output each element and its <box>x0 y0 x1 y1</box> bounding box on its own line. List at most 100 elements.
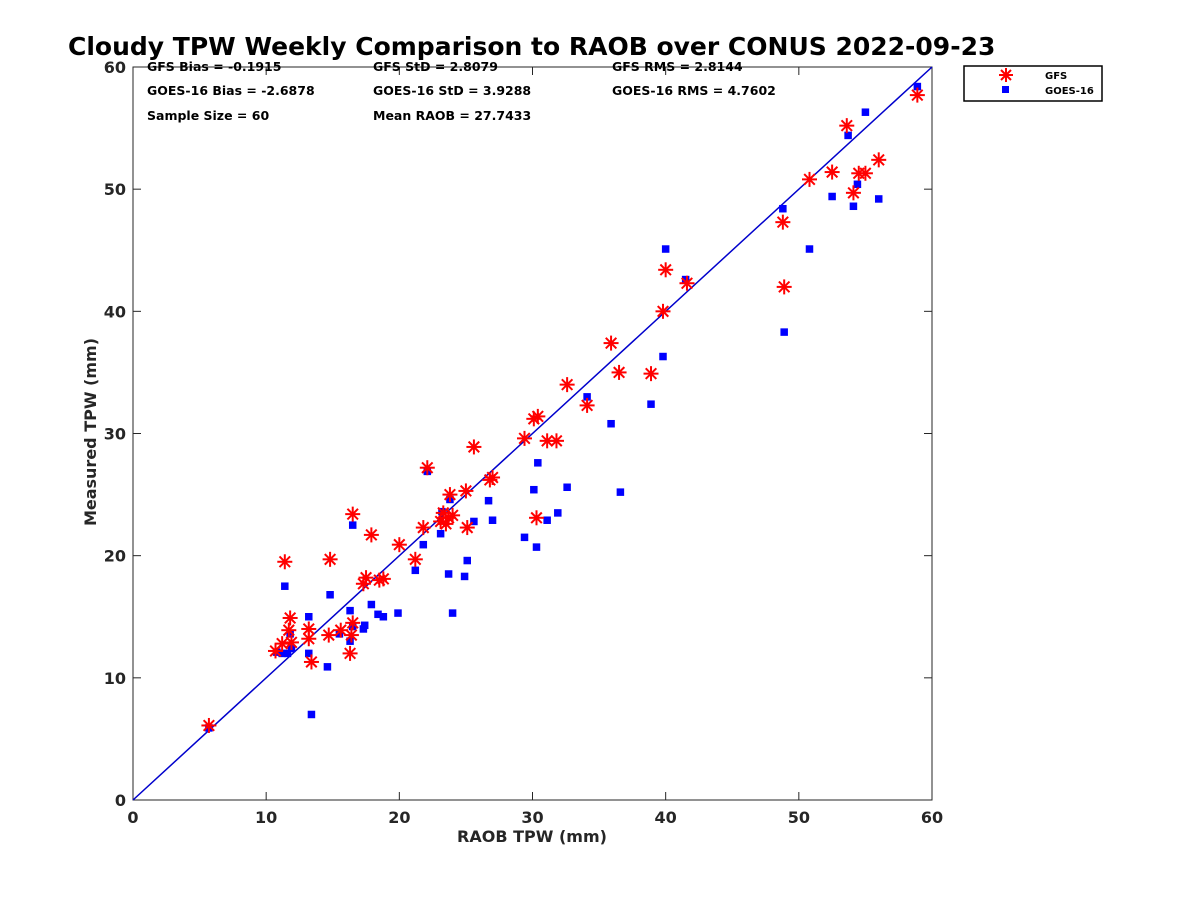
y-tick-label: 50 <box>104 180 126 199</box>
x-axis-label: RAOB TPW (mm) <box>457 827 607 846</box>
goes-16-point <box>463 556 471 565</box>
goes-16-point <box>281 582 289 590</box>
goes-16-point <box>828 192 836 201</box>
gfs-point <box>281 622 297 638</box>
goes-16-point <box>779 204 787 213</box>
legend-gfs-marker <box>999 68 1013 82</box>
goes-16-point <box>543 516 551 524</box>
stat-goes16-rms: GOES-16 RMS = 4.7602 <box>612 83 776 98</box>
gfs-point <box>358 570 374 586</box>
gfs-point <box>407 551 423 567</box>
gfs-point <box>321 627 337 643</box>
gfs-point <box>548 433 564 449</box>
gfs-point <box>611 364 627 380</box>
gfs-point <box>871 152 887 168</box>
gfs-point <box>355 576 371 592</box>
gfs-point <box>517 430 533 446</box>
y-tick-label: 0 <box>115 791 126 810</box>
goes-16-point <box>278 649 286 658</box>
gfs-point <box>857 165 873 181</box>
y-tick-label: 10 <box>104 669 126 688</box>
stat-gfs-rms: GFS RMS = 2.8144 <box>612 59 743 74</box>
goes-16-point <box>470 517 478 526</box>
gfs-point <box>419 460 435 476</box>
gfs-point <box>643 366 659 382</box>
goes-16-point <box>367 600 376 609</box>
gfs-point <box>345 506 361 522</box>
goes-16-point <box>283 649 292 658</box>
gfs-point <box>824 164 840 180</box>
goes-16-point <box>346 606 354 615</box>
goes-16-point <box>534 459 542 467</box>
goes-16-point <box>583 393 591 401</box>
gfs-point <box>301 621 317 637</box>
goes-16-point <box>348 521 357 529</box>
goes-16-point <box>563 483 571 492</box>
goes-16-point <box>532 543 541 551</box>
goes-16-point <box>659 352 667 361</box>
stat-mean-raob: Mean RAOB = 27.7433 <box>373 108 531 123</box>
gfs-point <box>277 554 293 570</box>
gfs-point <box>375 571 391 587</box>
gfs-point <box>603 335 619 351</box>
legend: GFS GOES-16 <box>963 65 1103 102</box>
gfs-point <box>445 507 461 523</box>
legend-gfs-label: GFS <box>1045 71 1067 82</box>
gfs-point <box>442 487 458 503</box>
goes-16-point <box>913 82 922 91</box>
gfs-point <box>658 262 674 278</box>
gfs-point <box>775 214 791 230</box>
gfs-point <box>363 527 379 543</box>
goes-16-point <box>681 275 690 284</box>
goes-16-point <box>374 610 382 619</box>
gfs-point <box>438 516 454 532</box>
goes-16-point <box>305 613 313 621</box>
goes-16-point <box>394 609 402 617</box>
stat-sample-size: Sample Size = 60 <box>147 108 269 123</box>
goes-16-point <box>335 630 344 638</box>
gfs-point <box>201 717 217 733</box>
gfs-series <box>201 87 925 733</box>
gfs-point <box>282 610 298 626</box>
chart-title: Cloudy TPW Weekly Comparison to RAOB ove… <box>68 32 995 61</box>
gfs-point <box>283 634 299 650</box>
gfs-point <box>839 118 855 134</box>
goes-16-point <box>849 202 858 211</box>
goes-16-point <box>360 621 369 630</box>
goes-16-point <box>411 566 420 575</box>
x-tick-label: 20 <box>388 808 410 827</box>
gfs-point <box>909 87 925 103</box>
gfs-point <box>528 510 544 526</box>
y-tick-label: 60 <box>104 58 126 77</box>
x-tick-label: 10 <box>255 808 277 827</box>
gfs-point <box>679 275 695 291</box>
one-to-one-line-layer <box>132 66 933 801</box>
axis-tick-labels: 0 10 20 30 40 50 60 0 10 20 30 40 50 60 <box>104 58 943 827</box>
gfs-point <box>466 439 482 455</box>
legend-box <box>963 65 1103 102</box>
gfs-point <box>559 377 575 393</box>
y-axis-label: Measured TPW (mm) <box>81 338 100 526</box>
goes-16-point <box>853 180 862 189</box>
goes-16-point <box>874 195 883 203</box>
x-tick-label: 40 <box>655 808 677 827</box>
gfs-point <box>322 551 338 567</box>
goes-16-point <box>436 529 445 538</box>
x-tick-label: 60 <box>921 808 943 827</box>
axis-ticks <box>132 66 933 801</box>
goes-16-point <box>554 509 562 517</box>
goes-16-point <box>460 572 469 581</box>
goes-16-point <box>805 245 814 253</box>
goes-16-point <box>861 108 870 116</box>
goes-16-point <box>844 131 852 140</box>
goes-16-point <box>661 245 670 253</box>
goes-16-point <box>488 516 497 524</box>
gfs-point <box>801 171 817 187</box>
legend-goes16-label: GOES-16 <box>1045 86 1094 97</box>
gfs-point <box>391 537 407 553</box>
goes-16-point <box>305 649 313 658</box>
goes-16-point <box>323 663 332 671</box>
gfs-point <box>776 279 792 295</box>
goes-16-point <box>448 609 457 617</box>
